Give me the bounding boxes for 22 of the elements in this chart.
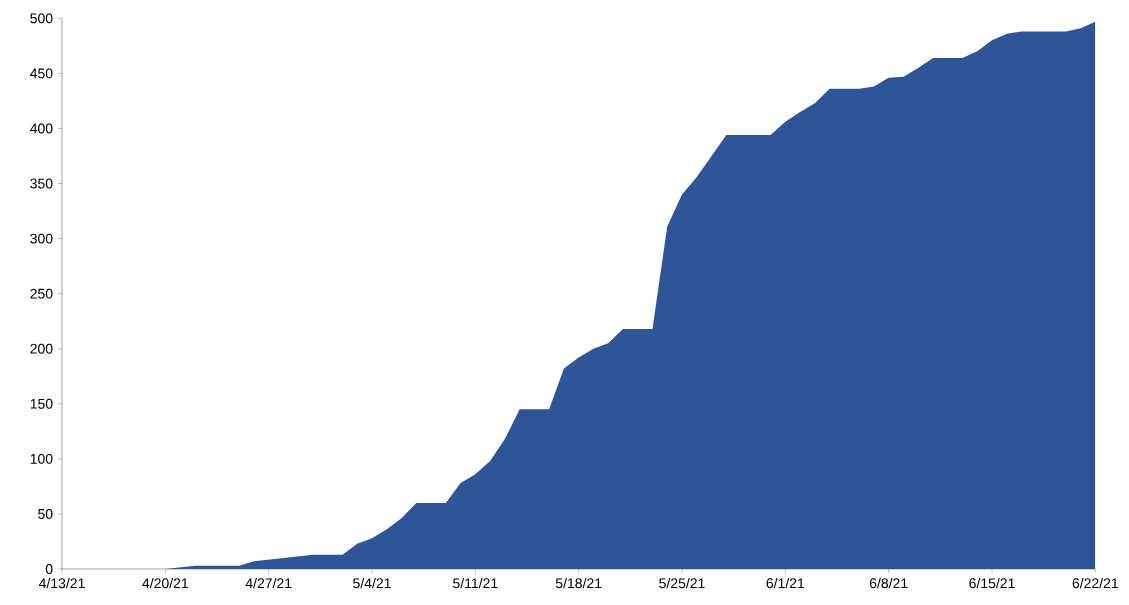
x-tick-label: 5/25/21 [659, 577, 705, 589]
x-tick-label: 5/11/21 [453, 577, 498, 589]
y-tick-label: 300 [30, 233, 53, 244]
x-tick-label: 6/22/21 [1072, 577, 1118, 589]
y-tick-label: 500 [30, 13, 53, 24]
y-tick-label: 50 [38, 508, 53, 519]
y-tick-label: 250 [30, 288, 53, 299]
y-tick-label: 100 [30, 453, 53, 464]
y-tick-label: 450 [30, 68, 53, 79]
x-tick-label: 4/13/21 [38, 577, 85, 589]
x-tick-label: 4/20/21 [142, 577, 188, 589]
x-tick-label: 5/18/21 [555, 577, 602, 589]
x-tick-label: 5/4/21 [353, 577, 391, 589]
y-tick-label: 150 [30, 398, 53, 409]
y-tick-label: 0 [45, 564, 53, 574]
x-tick-label: 6/8/21 [869, 577, 908, 589]
y-tick-label: 350 [30, 178, 53, 189]
x-tick-label: 4/27/21 [245, 577, 292, 589]
x-tick-label: 6/15/21 [969, 577, 1015, 589]
x-tick-label: 6/1/21 [766, 577, 805, 589]
y-tick-label: 400 [30, 123, 53, 134]
y-tick-label: 200 [30, 343, 53, 354]
